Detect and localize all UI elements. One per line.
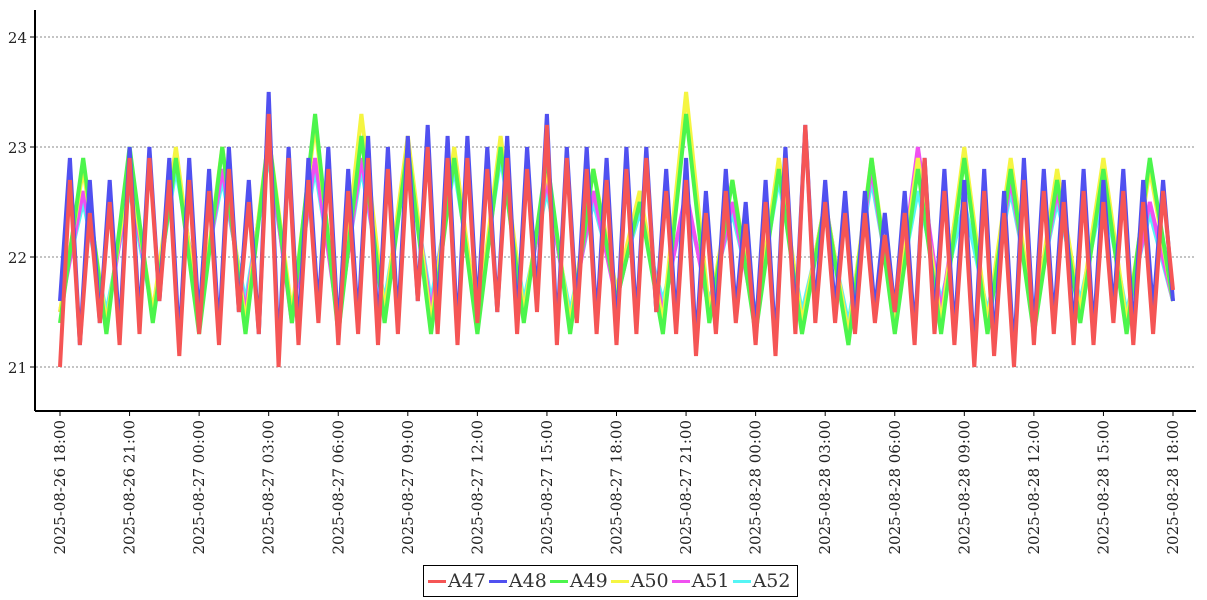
legend-item-a49[interactable]: A49 [549, 570, 608, 592]
legend-label: A49 [569, 570, 608, 592]
x-tick-label: 2025-08-27 15:00 [538, 420, 556, 554]
legend-swatch [671, 579, 690, 583]
legend: A47 A48 A49 A50 A51 A52 [423, 565, 799, 597]
legend-swatch [610, 579, 629, 583]
y-tick-label: 22 [8, 249, 27, 267]
legend-label: A50 [630, 570, 669, 592]
legend-swatch [549, 579, 568, 583]
legend-item-a48[interactable]: A48 [488, 570, 547, 592]
x-tick-label: 2025-08-26 21:00 [121, 420, 139, 554]
legend-item-a52[interactable]: A52 [732, 570, 791, 592]
legend-item-a50[interactable]: A50 [610, 570, 669, 592]
legend-swatch [488, 579, 507, 583]
legend-label: A52 [752, 570, 791, 592]
legend-item-a47[interactable]: A47 [428, 570, 486, 592]
x-tick-label: 2025-08-27 12:00 [468, 420, 486, 554]
legend-label: A48 [508, 570, 547, 592]
legend-label: A47 [448, 570, 486, 592]
x-tick-label: 2025-08-28 18:00 [1164, 420, 1182, 554]
legend-swatch [428, 579, 446, 583]
x-tick-label: 2025-08-27 03:00 [260, 420, 278, 554]
x-tick-label: 2025-08-27 00:00 [190, 420, 208, 554]
x-tick-label: 2025-08-28 06:00 [886, 420, 904, 554]
legend-item-a51[interactable]: A51 [671, 570, 730, 592]
x-tick-label: 2025-08-26 18:00 [51, 420, 69, 554]
x-tick-label: 2025-08-27 09:00 [399, 420, 417, 554]
y-tick-labels: 21 22 23 24 [8, 29, 35, 377]
y-tick-label: 23 [8, 139, 27, 157]
y-tick-label: 21 [8, 359, 27, 377]
x-tick-label: 2025-08-28 15:00 [1094, 420, 1112, 554]
x-tick-label: 2025-08-28 09:00 [955, 420, 973, 554]
series-lines [58, 91, 1175, 368]
x-tick-label: 2025-08-27 06:00 [329, 420, 347, 554]
x-tick-label: 2025-08-27 18:00 [608, 420, 626, 554]
series-line-a47 [58, 113, 1175, 368]
x-tick-label: 2025-08-28 00:00 [747, 420, 765, 554]
legend-swatch [732, 579, 751, 583]
x-tick-label: 2025-08-28 03:00 [816, 420, 834, 554]
x-tick-label: 2025-08-28 12:00 [1025, 420, 1043, 554]
y-tick-label: 24 [8, 29, 27, 47]
legend-label: A51 [691, 570, 730, 592]
x-tick-labels: 2025-08-26 18:00 2025-08-26 21:00 2025-08-… [51, 411, 1182, 554]
x-tick-label: 2025-08-27 21:00 [677, 420, 695, 554]
